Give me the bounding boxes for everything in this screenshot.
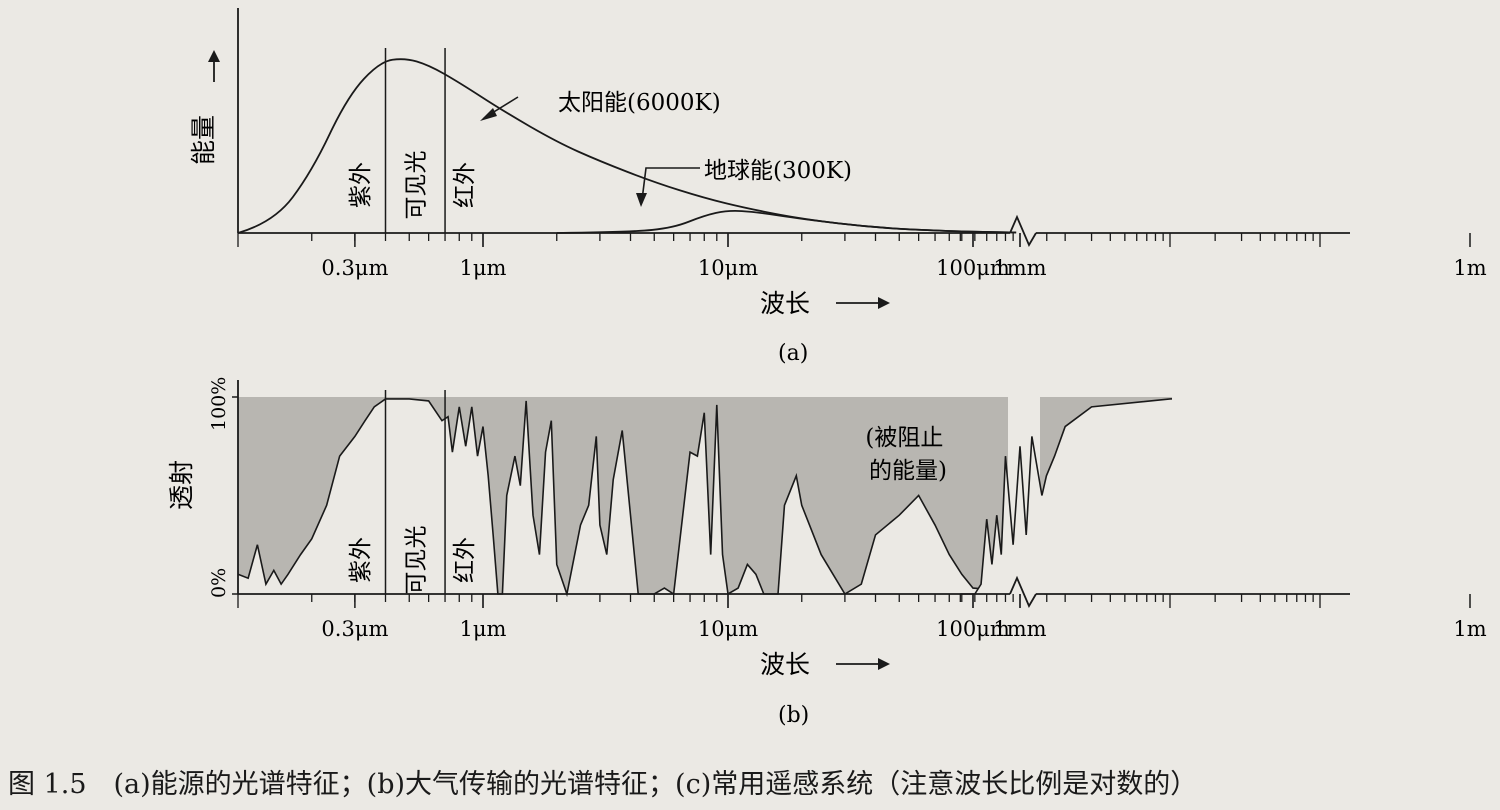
x-axis-label-b: 波长 [760, 650, 810, 679]
y-axis-label-b: 透射 [167, 460, 196, 510]
axes-b [237, 380, 1350, 608]
x-arrowhead-a [878, 297, 890, 309]
spectral-regions-a: 紫外 可见光 红外 [348, 48, 478, 233]
blocked-energy-fill [237, 393, 1500, 598]
axis-break-mark [1009, 575, 1037, 608]
x-tick-label-4: 1mm [993, 256, 1046, 280]
axes-a [237, 8, 1350, 247]
x-tick-label-2: 10μm [698, 256, 758, 280]
y-tick-label-0: 0% [208, 568, 230, 598]
y-ticks-b: 0% 100% [208, 377, 238, 598]
region-label-2: 红外 [452, 537, 478, 583]
x-tick-label-3: 100μm [936, 617, 1010, 641]
spectral-regions-b: 紫外 可见光 红外 [348, 390, 478, 595]
x-axis-label-a: 波长 [760, 289, 810, 318]
blocked-energy-annotation: (被阻止 的能量) [865, 425, 950, 484]
panel-label-b: (b) [778, 703, 809, 728]
axis-break-mark [1009, 214, 1037, 247]
y-arrowhead-a [208, 50, 220, 62]
region-label-1: 可见光 [403, 151, 429, 220]
open-right [1172, 393, 1500, 594]
series-label-solar: 太阳能(6000K) [558, 90, 721, 116]
x-tick-label-5: 1m [1453, 256, 1486, 280]
y-tick-label-1: 100% [208, 377, 230, 431]
x-tick-label-3: 100μm [936, 256, 1010, 280]
panel-label-a: (a) [778, 341, 808, 366]
region-label-1: 可见光 [403, 526, 429, 595]
x-tick-label-2: 10μm [698, 617, 758, 641]
x-tick-label-4: 1mm [993, 617, 1046, 641]
earth-arrowhead [636, 193, 647, 207]
solar-arrowhead [480, 108, 497, 121]
region-label-0: 紫外 [348, 162, 374, 208]
series-curve-1 [556, 210, 1017, 234]
energy-curves [237, 58, 1017, 234]
x-tick-label-0: 0.3μm [321, 617, 388, 641]
x-tick-label-5: 1m [1453, 617, 1486, 641]
region-label-2: 红外 [452, 162, 478, 208]
x-tick-label-1: 1μm [460, 256, 507, 280]
transmission-main-window [238, 398, 1047, 594]
region-label-0: 紫外 [348, 537, 374, 583]
x-tick-label-0: 0.3μm [321, 256, 388, 280]
y-axis-label-a: 能量 [189, 115, 218, 165]
x-arrowhead-b [878, 658, 890, 670]
x-tick-label-1: 1μm [460, 617, 507, 641]
earth-leader [641, 167, 700, 201]
figure-caption: 图 1.5 (a)能源的光谱特征；(b)大气传输的光谱特征；(c)常用遥感系统（… [8, 769, 1198, 800]
series-label-earth: 地球能(300K) [704, 158, 852, 184]
